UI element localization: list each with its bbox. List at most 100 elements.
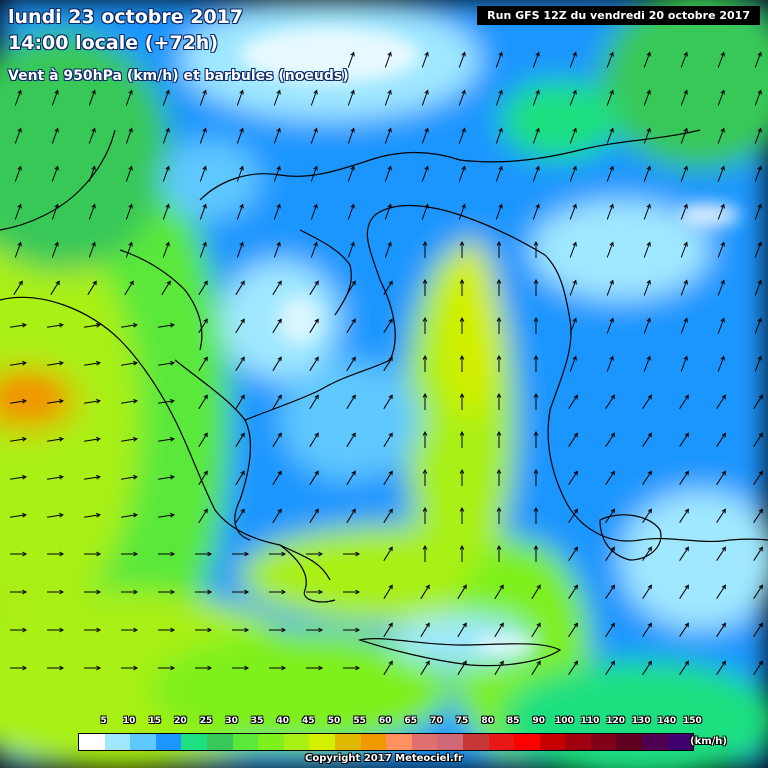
legend-value: 65 [404, 716, 418, 726]
wind-arrow [309, 356, 319, 372]
wind-arrow [309, 280, 319, 296]
wind-arrow [347, 203, 355, 220]
wind-arrow [158, 360, 175, 366]
wind-arrow [47, 589, 65, 595]
wind-arrow [162, 89, 170, 106]
wind-arrow [273, 127, 281, 144]
wind-arrow [347, 241, 355, 258]
wind-arrow [496, 544, 502, 562]
wind-arrow [679, 432, 689, 447]
legend-value: 150 [682, 716, 702, 726]
wind-arrow [14, 203, 22, 220]
wind-arrow [10, 665, 28, 671]
wind-arrow [495, 89, 503, 106]
wind-arrow [309, 508, 319, 524]
wind-arrow [347, 89, 355, 106]
wind-arrow [642, 622, 652, 637]
legend-value: 120 [606, 716, 625, 726]
wind-arrow [310, 165, 318, 182]
wind-arrow [383, 508, 393, 524]
wind-arrow [605, 622, 615, 637]
wind-arrow [121, 627, 139, 633]
wind-arrow [422, 506, 428, 524]
wind-arrow [88, 203, 96, 220]
legend-value: 60 [378, 716, 392, 726]
legend-value: 85 [506, 716, 520, 726]
wind-arrow [383, 622, 393, 638]
wind-arrow [459, 506, 465, 524]
wind-arrow [158, 665, 176, 671]
legend-value: 15 [148, 716, 162, 726]
wind-arrow [422, 278, 428, 296]
legend-value: 75 [455, 716, 469, 726]
wind-arrow [88, 127, 96, 144]
legend-swatch [386, 734, 412, 750]
wind-arrow [606, 89, 614, 106]
wind-arrow [458, 89, 466, 106]
wind-arrow [158, 551, 176, 557]
wind-arrow [236, 89, 244, 106]
wind-arrow [84, 589, 102, 595]
wind-arrow [606, 127, 614, 144]
wind-arrow [347, 127, 355, 144]
wind-arrow [458, 203, 466, 220]
wind-arrow [10, 322, 27, 328]
run-label: Run GFS 12Z du vendredi 20 octobre 2017 [477, 6, 760, 25]
wind-arrow [643, 51, 651, 68]
wind-arrow [643, 165, 651, 182]
legend-value: 40 [276, 716, 290, 726]
legend-colorbar-swatches [78, 733, 695, 751]
wind-arrow [198, 394, 208, 410]
wind-arrow [753, 470, 763, 485]
wind-arrow [235, 280, 245, 296]
wind-arrow [496, 392, 502, 410]
wind-arrow [383, 318, 393, 334]
wind-arrow [51, 89, 59, 106]
legend-swatch [462, 734, 489, 750]
wind-arrow [232, 627, 250, 633]
wind-arrow [10, 589, 28, 595]
wind-arrow [533, 278, 539, 296]
wind-arrow [533, 430, 539, 448]
wind-arrow [680, 317, 688, 334]
wind-arrow [495, 51, 503, 68]
wind-arrow [716, 470, 726, 485]
wind-arrow [533, 240, 539, 258]
field-title: Vent à 950hPa (km/h) et barbules (noeuds… [8, 68, 349, 84]
legend-swatch [667, 734, 694, 750]
wind-arrow [383, 584, 393, 600]
legend-swatch [360, 734, 387, 750]
wind-arrow [199, 127, 207, 144]
wind-arrow [125, 241, 133, 258]
wind-arrow [496, 468, 502, 486]
wind-arrow [309, 470, 319, 486]
wind-arrow [269, 627, 287, 633]
wind-arrow [606, 279, 614, 296]
wind-arrow [47, 627, 65, 633]
wind-arrow [125, 89, 133, 106]
wind-arrow [422, 316, 428, 334]
wind-arrow [717, 89, 725, 106]
wind-arrow [309, 394, 319, 410]
wind-arrow [754, 241, 762, 258]
wind-arrow [421, 127, 429, 144]
wind-arrow [384, 165, 392, 182]
wind-arrow [346, 508, 356, 524]
wind-arrow [605, 584, 615, 599]
wind-arrow [679, 622, 689, 637]
wind-arrow [459, 392, 465, 410]
wind-arrow [422, 354, 428, 372]
wind-arrow [422, 392, 428, 410]
wind-arrow [420, 660, 430, 676]
wind-arrow [51, 203, 59, 220]
wind-arrow [84, 474, 101, 480]
legend-value: 110 [580, 716, 600, 726]
wind-arrow [753, 432, 763, 447]
wind-arrow [459, 430, 465, 448]
wind-arrow [158, 589, 176, 595]
wind-arrow [47, 512, 64, 518]
wind-arrow [496, 240, 502, 258]
wind-arrow [422, 544, 428, 562]
time-title: 14:00 locale (+72h) [8, 32, 219, 54]
wind-arrow [421, 51, 429, 68]
